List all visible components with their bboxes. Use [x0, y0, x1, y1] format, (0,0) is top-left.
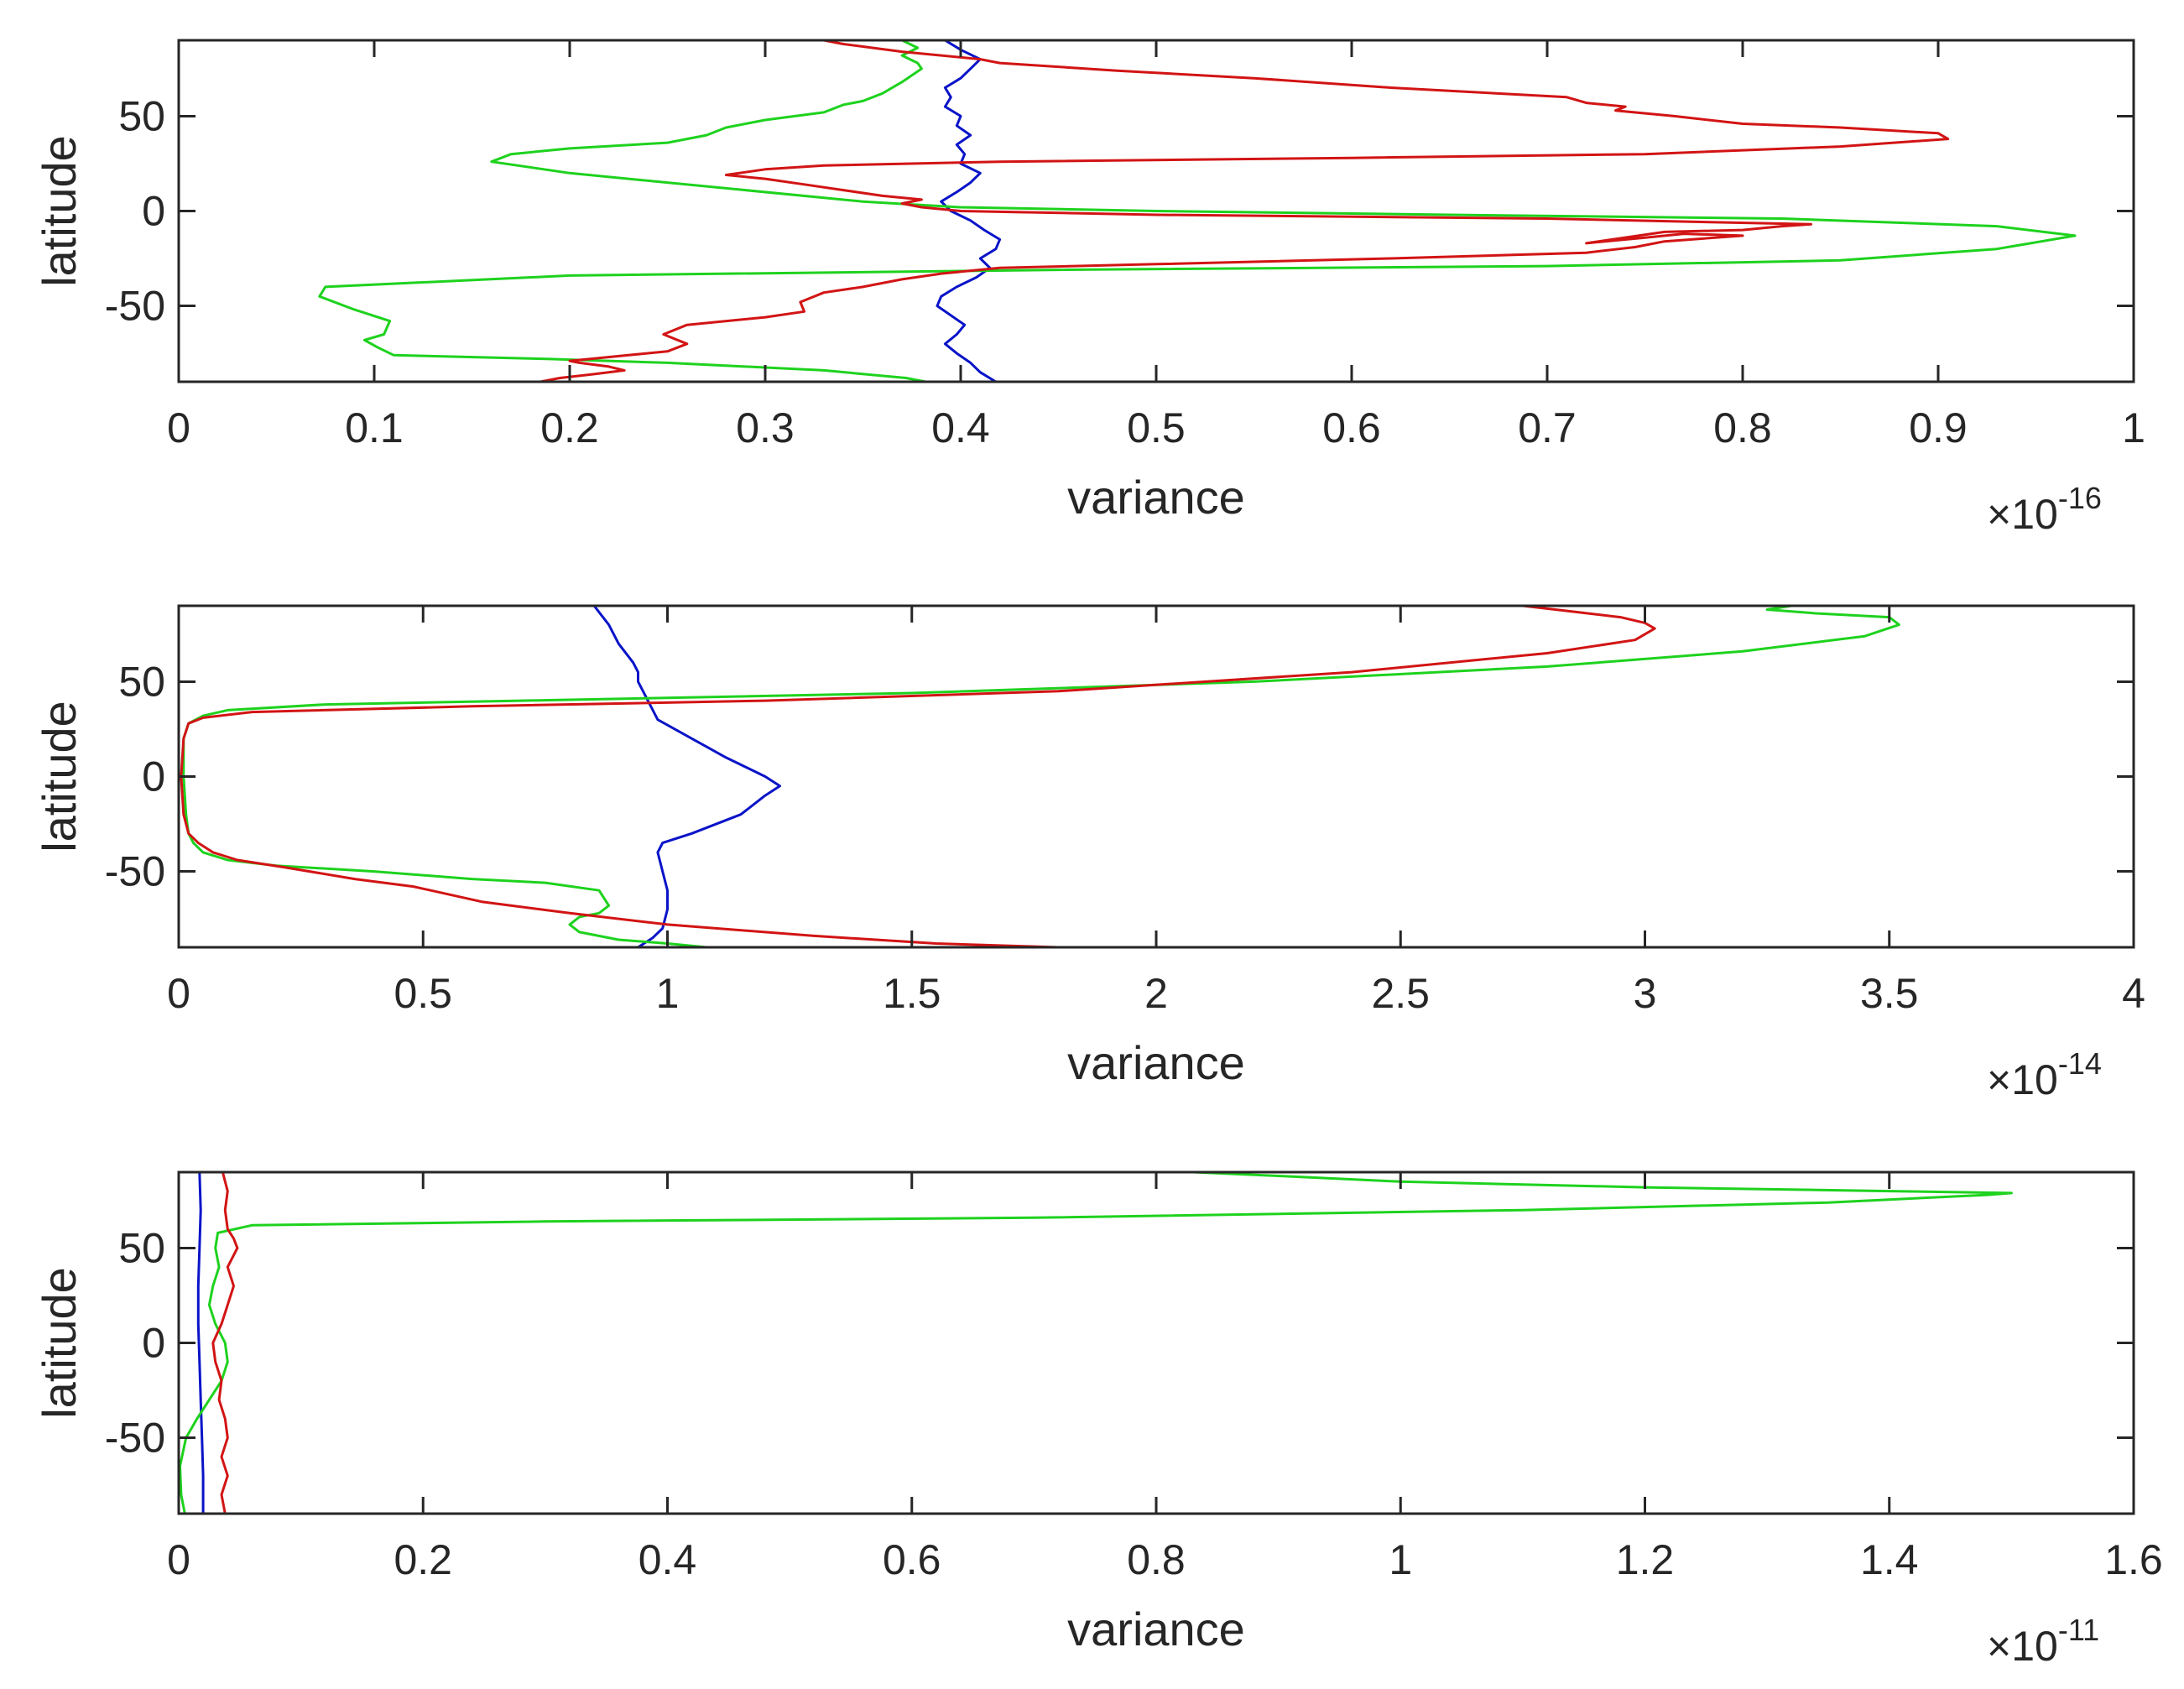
x-tick-label: 0.7 — [1518, 404, 1577, 451]
x-tick-label: 2.5 — [1371, 970, 1430, 1017]
exponent-power: -11 — [2058, 1613, 2099, 1647]
x-tick-label: 4 — [2122, 970, 2145, 1017]
series-line-green — [318, 40, 2077, 382]
series-group — [180, 606, 1900, 947]
x-tick-label: 0.2 — [540, 404, 599, 451]
x-tick-label: 1.5 — [883, 970, 941, 1017]
x-axis-label: variance — [1067, 471, 1245, 524]
series-line-blue — [196, 1172, 205, 1514]
x-tick-label: 0.6 — [883, 1536, 941, 1583]
y-tick-label: -50 — [105, 283, 165, 330]
y-tick-label: 0 — [142, 753, 165, 800]
series-line-red — [180, 606, 1656, 947]
x-tick-label: 0.8 — [1713, 404, 1772, 451]
series-line-red — [539, 40, 1950, 382]
x-tick-label: 0.5 — [1127, 404, 1186, 451]
x-tick-label: 1 — [656, 970, 680, 1017]
y-axis-label: latitude — [33, 135, 86, 287]
exponent-base: ×10 — [1987, 491, 2058, 538]
y-tick-label: -50 — [105, 1415, 165, 1462]
y-tick-label: 0 — [142, 188, 165, 235]
y-axis-label: latitude — [33, 701, 86, 852]
x-tick-label: 0.5 — [394, 970, 452, 1017]
exponent-power: -14 — [2058, 1046, 2102, 1081]
x-tick-label: 1 — [1389, 1536, 1412, 1583]
x-tick-label: 0 — [167, 1536, 190, 1583]
y-tick-label: 50 — [118, 1224, 165, 1271]
y-axis-label: latitude — [33, 1267, 86, 1419]
x-tick-label: 0.2 — [394, 1536, 452, 1583]
series-line-red — [211, 1172, 239, 1514]
series-line-green — [179, 1172, 2013, 1514]
x-tick-label: 0.6 — [1322, 404, 1381, 451]
x-exponent-label: ×10-16 — [1987, 481, 2102, 538]
x-tick-label: 3.5 — [1860, 970, 1919, 1017]
y-tick-label: -50 — [105, 848, 165, 895]
series-group — [318, 40, 2077, 382]
x-tick-label: 0.1 — [345, 404, 404, 451]
x-exponent-label: ×10-14 — [1987, 1046, 2102, 1103]
x-tick-label: 0.4 — [931, 404, 990, 451]
panel-bottom: 0 0.2 0.4 0.6 0.8 1 1.2 1.4 1.6 -50 0 50 variance lat… — [33, 1170, 2163, 1670]
y-tick-label: 0 — [142, 1320, 165, 1367]
series-line-green — [182, 606, 1900, 947]
x-axis-label: variance — [1067, 1036, 1245, 1089]
series-group — [179, 1172, 2013, 1514]
x-tick-label: 1.6 — [2104, 1536, 2163, 1583]
x-tick-label: 1.4 — [1860, 1536, 1919, 1583]
exponent-base: ×10 — [1987, 1056, 2058, 1103]
x-tick-label: 1.2 — [1616, 1536, 1675, 1583]
y-tick-label: 50 — [118, 92, 165, 139]
exponent-base: ×10 — [1987, 1623, 2058, 1670]
panel-middle: 0 0.5 1 1.5 2 2.5 3 3.5 4 -50 0 50 variance latitude ×… — [33, 604, 2145, 1103]
x-axis-label: variance — [1067, 1603, 1245, 1655]
x-tick-label: 0.8 — [1127, 1536, 1186, 1583]
x-tick-label: 0.4 — [639, 1536, 697, 1583]
x-tick-label: 2 — [1144, 970, 1168, 1017]
x-tick-label: 3 — [1634, 970, 1657, 1017]
series-line-blue — [592, 606, 781, 947]
x-tick-label: 0.3 — [736, 404, 795, 451]
x-tick-label: 1 — [2122, 404, 2145, 451]
exponent-power: -16 — [2058, 481, 2102, 515]
panel-top: 0 0.1 0.2 0.3 0.4 0.5 0.6 0.7 0.8 0.9 1 -50 0 50 varia… — [33, 39, 2145, 538]
y-tick-label: 50 — [118, 658, 165, 705]
x-tick-label: 0.9 — [1909, 404, 1968, 451]
x-tick-label: 0 — [167, 970, 190, 1017]
x-exponent-label: ×10-11 — [1987, 1613, 2099, 1670]
x-tick-label: 0 — [167, 404, 190, 451]
